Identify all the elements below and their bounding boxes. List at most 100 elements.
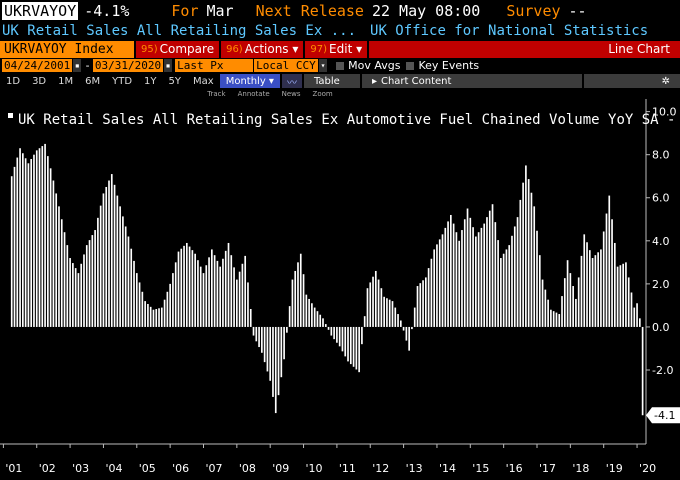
- x-tick-label: '20: [639, 462, 656, 475]
- bar: [586, 242, 588, 327]
- bar: [199, 266, 202, 327]
- period-button[interactable]: Max: [193, 75, 214, 87]
- period-button[interactable]: 5Y: [168, 75, 182, 87]
- bar: [16, 157, 19, 327]
- bar: [261, 326, 263, 353]
- news-tool[interactable]: News: [281, 90, 301, 98]
- y-tick-label: 0.0: [652, 321, 670, 334]
- bar: [269, 326, 272, 381]
- x-tick-label: '05: [139, 462, 156, 475]
- start-date-input[interactable]: 04/24/2001: [2, 59, 73, 72]
- bar: [386, 298, 388, 327]
- currency-select[interactable]: Local CCY: [254, 59, 319, 72]
- chevron-down-icon[interactable]: ▾: [319, 59, 328, 72]
- compare-button[interactable]: 95) Compare: [136, 40, 220, 58]
- frequency-select[interactable]: Monthly ▾: [219, 74, 280, 88]
- y-tick-label: 8.0: [652, 149, 670, 162]
- bar: [616, 266, 619, 327]
- bar: [322, 318, 324, 327]
- key-events-toggle[interactable]: Key Events: [406, 59, 479, 72]
- x-tick-label: '18: [572, 462, 589, 475]
- bar: [372, 276, 374, 327]
- bar: [80, 263, 83, 327]
- survey-value: --: [568, 2, 587, 20]
- bar: [27, 163, 30, 327]
- bar: [238, 271, 241, 327]
- bar: [302, 274, 305, 327]
- checkbox-icon: [336, 61, 345, 70]
- bar: [588, 250, 591, 327]
- bar: [374, 270, 377, 327]
- chart-title: UK Retail Sales All Retailing Sales Ex A…: [18, 112, 680, 128]
- period-button[interactable]: 3D: [32, 75, 47, 87]
- bar: [38, 148, 41, 327]
- last-value-tag: [646, 407, 680, 424]
- bar: [427, 268, 430, 327]
- mov-avgs-toggle[interactable]: Mov Avgs: [336, 59, 400, 72]
- security-field[interactable]: UKRVAYOY Index: [0, 40, 134, 58]
- annotate-tool[interactable]: Annotate: [237, 90, 270, 98]
- bar: [244, 255, 247, 327]
- bar-chart[interactable]: 10.08.06.04.02.00.0-2.0 '01'02'03'04'05 '…: [0, 99, 680, 480]
- bar: [72, 263, 74, 327]
- calendar-icon[interactable]: ▪: [73, 59, 82, 72]
- bar: [119, 206, 121, 327]
- source-name[interactable]: UK Office for National Statistics: [370, 23, 649, 39]
- bar: [263, 326, 266, 363]
- chart-content-button[interactable]: ▸ Chart Content: [361, 74, 582, 88]
- period-button[interactable]: 1Y: [144, 75, 157, 87]
- period-button[interactable]: 1D: [6, 75, 21, 87]
- bar: [60, 219, 63, 327]
- bar: [33, 154, 35, 327]
- bar: [536, 230, 538, 327]
- bar: [433, 249, 436, 327]
- track-tool[interactable]: Track: [207, 90, 226, 98]
- end-date-input[interactable]: 03/31/2020: [92, 59, 164, 72]
- bar: [641, 326, 644, 416]
- bar: [605, 213, 608, 327]
- bar: [519, 199, 522, 327]
- table-button[interactable]: Table: [303, 74, 360, 88]
- bar: [538, 255, 541, 327]
- bar: [336, 326, 338, 343]
- bar: [130, 248, 133, 327]
- actions-button[interactable]: 96) Actions ▾: [221, 40, 304, 58]
- period-button[interactable]: 6M: [85, 75, 101, 87]
- bar: [69, 258, 71, 327]
- bar: [544, 289, 547, 327]
- bar: [324, 324, 327, 327]
- security-description[interactable]: UK Retail Sales All Retailing Sales Ex .…: [2, 23, 357, 39]
- bar: [625, 262, 627, 327]
- bar: [133, 260, 135, 327]
- bar: [249, 309, 252, 327]
- x-tick-label: '03: [72, 462, 89, 475]
- bar: [144, 301, 146, 327]
- bar: [413, 307, 416, 327]
- period-button[interactable]: YTD: [112, 75, 133, 87]
- settings-button[interactable]: ✲: [583, 74, 680, 88]
- bar: [397, 314, 399, 327]
- bar: [399, 320, 402, 327]
- bar: [402, 326, 405, 331]
- bar: [227, 242, 230, 327]
- bar: [299, 253, 302, 327]
- ticker-symbol[interactable]: UKRVAYOY: [2, 2, 79, 20]
- bar: [491, 204, 494, 327]
- line-chart-icon[interactable]: 〰: [281, 74, 302, 89]
- x-tick-label: '11: [339, 462, 356, 475]
- bar: [188, 246, 191, 327]
- bar: [355, 326, 358, 370]
- bar: [163, 299, 166, 327]
- calendar-icon[interactable]: ▪: [164, 59, 173, 72]
- field-select[interactable]: Last Px: [175, 59, 254, 72]
- bar: [419, 283, 422, 327]
- bar: [591, 258, 594, 327]
- x-tick-label: '04: [105, 462, 122, 475]
- bar: [141, 291, 144, 327]
- period-button[interactable]: 1M: [58, 75, 74, 87]
- bar: [563, 278, 566, 327]
- bar: [344, 326, 347, 357]
- bar: [511, 235, 513, 327]
- zoom-tool[interactable]: Zoom: [312, 90, 333, 98]
- edit-button[interactable]: 97) Edit ▾: [305, 40, 368, 58]
